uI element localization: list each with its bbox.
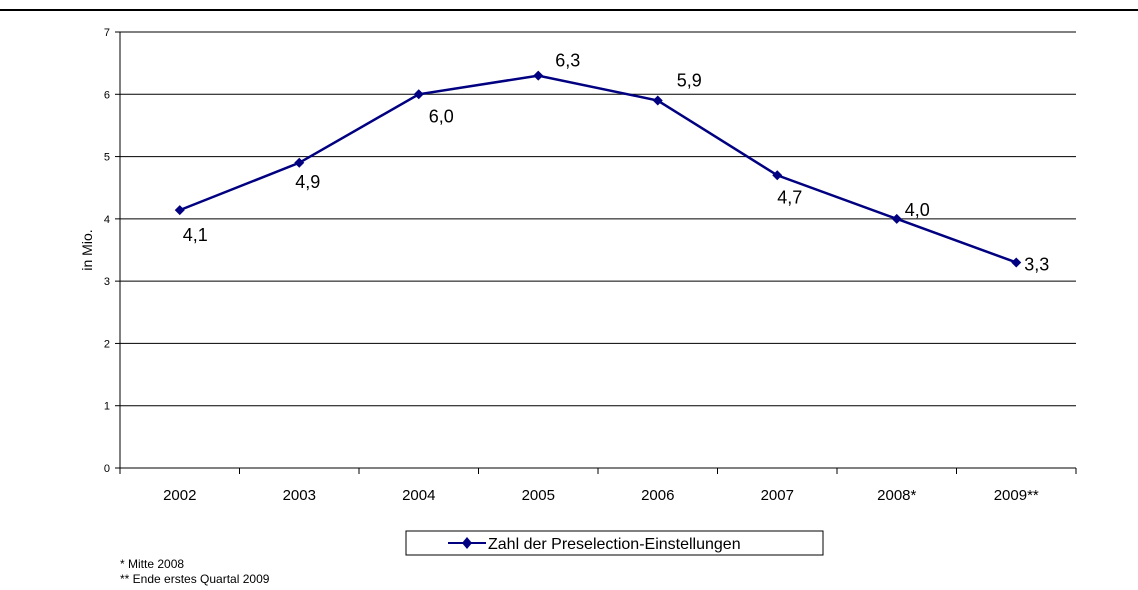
footnote-1: * Mitte 2008 — [120, 557, 185, 571]
y-tick-label: 0 — [104, 463, 110, 475]
data-label: 4,0 — [905, 200, 930, 220]
y-tick-label: 4 — [104, 214, 110, 226]
y-tick-label: 5 — [104, 152, 110, 164]
data-label: 6,0 — [429, 106, 454, 126]
y-tick-label: 7 — [104, 27, 110, 39]
data-point — [772, 170, 783, 181]
axes — [115, 31, 1077, 474]
footnote-2: ** Ende erstes Quartal 2009 — [120, 572, 270, 586]
data-point — [891, 213, 902, 224]
data-point — [413, 89, 424, 100]
legend-entry: Zahl der Preselection-Einstellungen — [488, 536, 741, 553]
x-tick-label: 2008* — [877, 487, 916, 504]
x-tick-label: 2002 — [163, 487, 196, 504]
data-point — [533, 70, 544, 81]
y-tick-label: 3 — [104, 276, 110, 288]
data-label: 4,9 — [295, 172, 320, 192]
top-rule — [0, 9, 1138, 11]
gridlines — [120, 31, 1076, 407]
x-tick-label: 2004 — [402, 487, 435, 504]
data-label: 4,1 — [183, 225, 208, 245]
data-label: 5,9 — [677, 71, 702, 91]
x-tick-label: 2009** — [994, 487, 1039, 504]
x-tick-label: 2003 — [283, 487, 316, 504]
series-group — [174, 70, 1022, 268]
data-point — [652, 95, 663, 106]
series-line — [179, 74, 1017, 264]
x-tick-label: 2006 — [641, 487, 674, 504]
data-labels: 4,1 4,9 6,0 6,3 5,9 4,7 4,0 3,3 — [183, 51, 1050, 275]
data-point — [294, 157, 305, 168]
legend-marker — [462, 537, 472, 549]
y-tick-labels: 0 1 2 3 4 5 6 7 — [104, 27, 110, 475]
x-tick-labels: 2002 2003 2004 2005 2006 2007 2008* 2009** — [163, 487, 1039, 504]
y-axis-label: in Mio. — [79, 229, 95, 270]
legend: Zahl der Preselection-Einstellungen — [405, 530, 824, 556]
data-label: 4,7 — [777, 187, 802, 207]
data-point — [1011, 257, 1022, 268]
data-label: 6,3 — [555, 51, 580, 71]
x-tick-label: 2007 — [761, 487, 794, 504]
data-label: 3,3 — [1024, 254, 1049, 274]
y-tick-label: 6 — [104, 89, 110, 101]
y-tick-label: 2 — [104, 338, 110, 350]
x-tick-label: 2005 — [522, 487, 555, 504]
data-point — [174, 205, 185, 216]
y-tick-label: 1 — [104, 401, 110, 413]
